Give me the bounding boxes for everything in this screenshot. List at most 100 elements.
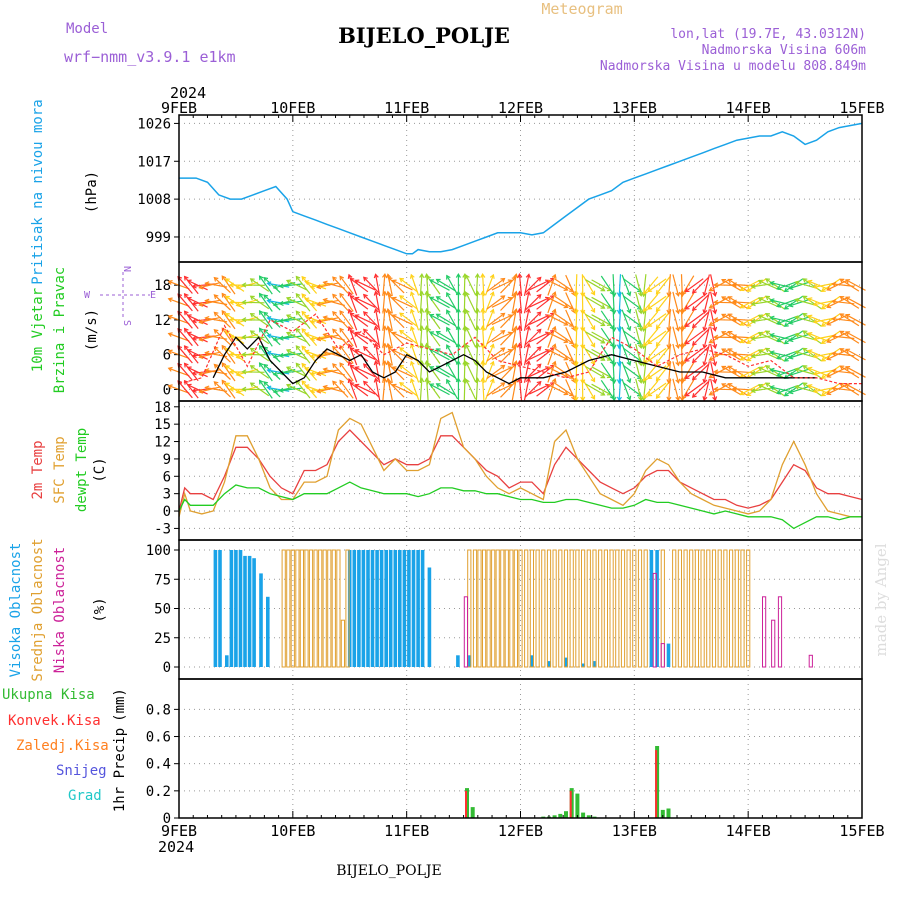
wind-barb [184,380,199,399]
wind-barb [363,346,380,364]
wind-barb [392,349,413,360]
high-cloud-bar [357,550,361,667]
wind-barb-head [712,309,718,315]
wind-barb-head [249,313,255,318]
wind-barb [746,330,767,344]
wind-barb [681,327,695,348]
wind-barb-head [362,380,368,386]
pressure-ytick-label: 999 [146,230,171,246]
wind-barb-head [235,371,241,377]
wind-barb [339,275,354,295]
wind-barb-head [480,359,486,365]
wind-barb [465,275,477,296]
wind-barb [348,291,358,314]
wind-barb [681,379,695,400]
wind-barb [770,299,793,306]
wind-barb-head [626,395,632,401]
wind-barb [740,314,761,326]
wind-barb [273,368,296,376]
clouds-ytick-label: 0 [163,660,171,676]
wind-barb [751,300,774,305]
wind-barb [332,380,349,398]
wind-barb-head [224,330,230,335]
wind-barb-head [295,345,301,351]
wind-barb-head [446,326,451,332]
high-cloud-bar [655,550,659,667]
wind-barb [259,362,273,382]
mid-cloud-bar [541,549,546,668]
wind-barb [355,349,376,360]
wind-barb-head [295,327,301,333]
wind-barb [221,275,236,295]
wind-barb [382,361,386,384]
wind-barb-head [794,280,800,286]
wind-barb-head [647,287,653,293]
wind-barb [259,380,273,399]
wind-barb-head [221,327,227,333]
wind-barb [465,379,477,400]
wind-barb-head [727,348,733,353]
wind-barb [733,336,756,339]
wind-barb-head [301,275,307,281]
wind-barb [582,327,596,348]
wind-barb [518,291,523,314]
wind-barb [213,277,231,294]
wind-barb [465,361,477,383]
wind-barb [221,310,236,330]
wind-barb-head [198,371,204,377]
wind-barb-head [429,313,435,319]
wind-barb-head [241,334,247,340]
wind-barb-head [807,349,813,355]
wind-barb [784,347,804,362]
clouds-ytick-label: 100 [146,543,171,559]
mid-cloud-bar [318,549,323,668]
wind-barb-head [681,377,687,383]
wind-barb [388,363,405,381]
mid-cloud-bar [500,549,505,668]
wind-barb [332,294,349,311]
wind-barb [355,384,376,395]
wind-barb-head [820,356,826,362]
wind-barb [547,344,556,366]
wind-barb-head [362,328,368,334]
top-time-label: 10FEB [270,99,315,117]
wind-barb-head [332,345,337,351]
wind-barb-head [455,273,461,278]
wind-barb [355,332,376,343]
wind-barb-head [839,348,845,353]
wind-barb [623,382,642,397]
wind-barb [267,282,290,288]
wind-barb-head [713,299,719,305]
wind-barb-head [373,290,379,296]
wind-barb [301,328,318,346]
mid-cloud-bar [677,549,682,668]
wind-barb-head [221,292,227,298]
wind-barb [500,311,517,329]
wind-barb-head [465,361,470,367]
wind-barb [355,366,376,378]
wind-barb-head [228,369,234,375]
station-title: BIJELO_POLJE [338,23,510,48]
wind-barb [821,365,841,379]
wind-barb [491,279,513,291]
wind-barb-head [573,361,579,367]
wind-barb [808,384,829,395]
wind-barb [465,309,477,331]
wind-barb-head [721,313,727,319]
wind-barb [536,382,555,397]
wind-barb [776,367,799,377]
wind-barb-head [465,274,470,280]
wind-barb-head [235,284,241,290]
wind-barb [279,352,302,357]
wind-barb [710,274,716,297]
wind-barb [518,378,523,401]
wind-barb [349,365,369,380]
wind-barb-head [517,342,523,348]
wind-barb [436,278,456,292]
wind-barb [591,331,612,344]
wind-barb [668,378,671,401]
high-cloud-bar [379,550,384,667]
wind-barb-head [409,273,415,279]
wind-barb [600,362,615,382]
wind-barb-head [820,374,826,379]
